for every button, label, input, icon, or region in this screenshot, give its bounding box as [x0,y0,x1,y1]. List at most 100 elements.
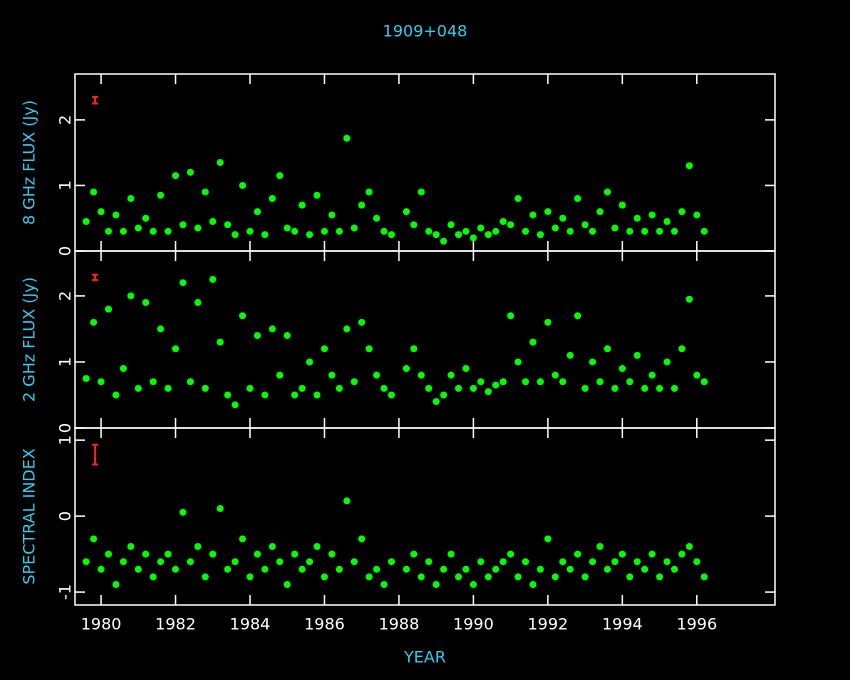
data-point [670,384,678,392]
data-point [186,168,194,176]
data-point [261,391,269,399]
data-point [581,384,589,392]
data-point [514,573,522,581]
data-point [201,573,209,581]
data-point [283,332,291,340]
data-point [618,550,626,558]
data-point [410,345,418,353]
data-point [596,378,604,386]
data-point [693,558,701,566]
data-point [112,391,120,399]
x-tick-label: 1984 [230,615,271,634]
data-point [112,211,120,219]
data-point [373,371,381,379]
data-point [298,384,306,392]
data-point [335,384,343,392]
data-point [373,565,381,573]
data-point [179,221,187,229]
data-point [313,543,321,551]
data-point [551,573,559,581]
data-point [596,543,604,551]
data-point [633,558,641,566]
data-point [90,318,98,326]
data-point [641,384,649,392]
y-tick-label: 2 [56,291,75,301]
data-point [551,371,559,379]
data-point [663,358,671,366]
data-point [544,208,552,216]
data-point [499,218,507,225]
y-tick-label: 1 [56,357,75,367]
data-point [611,224,619,232]
data-point [306,558,314,566]
data-point [291,550,299,558]
data-point [432,398,440,406]
data-point [484,231,492,239]
data-point [97,208,105,216]
data-point [469,384,477,392]
x-tick-label: 1992 [528,615,569,634]
data-point [328,371,336,379]
data-point [134,224,142,232]
data-point [402,565,410,573]
data-point [149,573,157,581]
data-point [194,299,202,307]
data-point [134,384,142,392]
data-point [335,565,343,573]
data-point [231,401,239,409]
data-point [224,565,232,573]
data-point [239,312,247,320]
data-point [209,218,217,225]
data-point [179,279,187,287]
data-point [678,550,686,558]
data-point [157,558,165,566]
data-point [231,231,239,239]
data-point [559,378,567,386]
data-point [522,558,530,566]
data-point [82,374,90,382]
data-point [261,565,269,573]
data-point [306,358,314,366]
data-point [119,365,127,373]
data-point [656,227,664,235]
data-point [97,378,105,386]
data-point [343,134,351,142]
data-point [700,227,708,235]
data-point [522,378,530,386]
data-point [82,218,90,225]
data-point [529,338,537,346]
data-point [97,565,105,573]
data-point [611,384,619,392]
data-point [306,231,314,239]
y-tick-label: 0 [56,511,75,521]
data-point [425,227,433,235]
data-point [484,388,492,396]
data-point [320,345,328,353]
data-point [589,358,597,366]
data-point [105,305,113,313]
data-point [492,381,500,389]
data-point [641,565,649,573]
data-point [380,227,388,235]
data-point [700,378,708,386]
data-point [417,188,425,196]
data-point [626,227,634,235]
data-point [268,325,276,333]
data-point [663,218,671,225]
data-point [119,227,127,235]
data-point [194,543,202,551]
data-point [387,231,395,239]
data-point [90,188,98,196]
data-point [320,227,328,235]
data-point [298,565,306,573]
data-point [522,227,530,235]
data-point [186,558,194,566]
data-point [149,378,157,386]
data-point [350,558,358,566]
data-point [685,543,693,551]
data-point [648,211,656,219]
data-point [559,214,567,222]
data-point [410,550,418,558]
